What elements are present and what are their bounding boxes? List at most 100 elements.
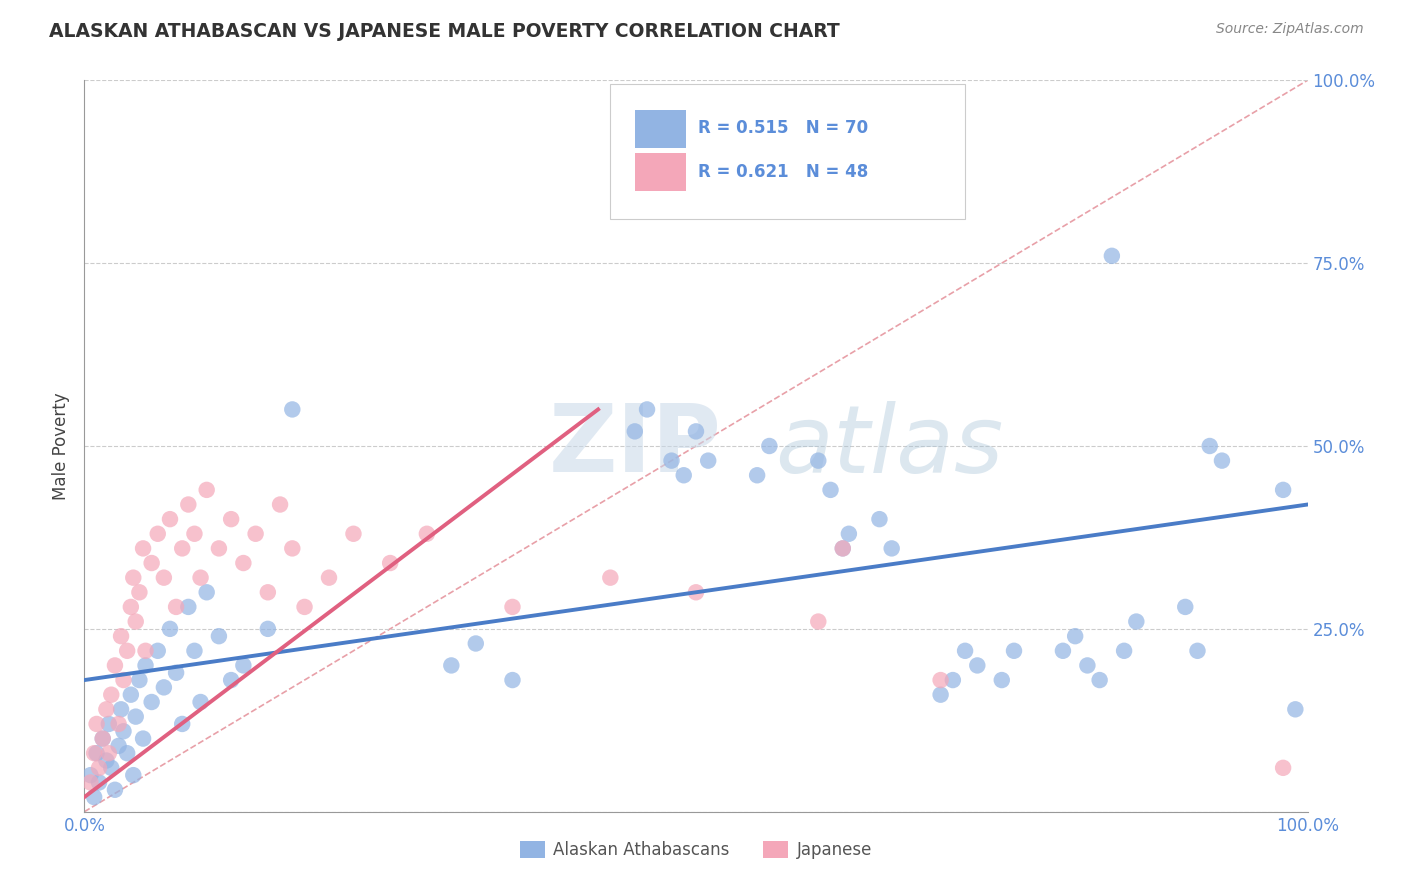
Point <box>831 541 853 556</box>
Point <box>747 468 769 483</box>
Point <box>100 761 122 775</box>
Point <box>599 571 621 585</box>
Point <box>172 541 194 556</box>
Point <box>838 526 860 541</box>
Point <box>672 468 695 483</box>
Point <box>636 402 658 417</box>
Point <box>115 746 138 760</box>
Point <box>1125 615 1147 629</box>
Point <box>165 665 187 680</box>
Point <box>79 775 101 789</box>
Point <box>146 644 169 658</box>
Point <box>87 761 110 775</box>
Point <box>97 746 120 760</box>
FancyBboxPatch shape <box>610 84 965 219</box>
Point <box>208 629 231 643</box>
Point <box>257 622 280 636</box>
Point <box>440 658 463 673</box>
Point <box>991 673 1014 687</box>
Point <box>91 731 114 746</box>
Point <box>128 673 150 687</box>
Y-axis label: Male Poverty: Male Poverty <box>52 392 70 500</box>
Text: ZIP: ZIP <box>550 400 723 492</box>
Point <box>966 658 988 673</box>
Point <box>269 498 291 512</box>
Point <box>125 615 148 629</box>
Point <box>942 673 965 687</box>
Point <box>122 571 145 585</box>
Point <box>820 483 842 497</box>
Point <box>96 702 118 716</box>
Point <box>128 585 150 599</box>
Point <box>115 644 138 658</box>
Point <box>107 717 129 731</box>
Point <box>245 526 267 541</box>
Point <box>1002 644 1025 658</box>
Point <box>153 571 176 585</box>
Point <box>624 425 647 439</box>
Point <box>87 775 110 789</box>
Point <box>110 629 132 643</box>
Point <box>281 402 304 417</box>
Point <box>281 541 304 556</box>
Point <box>153 681 176 695</box>
Point <box>953 644 976 658</box>
Point <box>257 585 280 599</box>
Point <box>135 644 157 658</box>
Point <box>929 688 952 702</box>
Point <box>219 673 242 687</box>
Point <box>464 636 486 650</box>
Point <box>758 439 780 453</box>
FancyBboxPatch shape <box>636 153 686 192</box>
Point <box>132 731 155 746</box>
Point <box>807 453 830 467</box>
Point <box>159 622 181 636</box>
Point <box>190 695 212 709</box>
Point <box>502 673 524 687</box>
Point <box>318 571 340 585</box>
Point <box>107 739 129 753</box>
Point <box>416 526 439 541</box>
Point <box>79 768 101 782</box>
Point <box>177 498 200 512</box>
Point <box>83 790 105 805</box>
Point <box>112 724 135 739</box>
Text: R = 0.515   N = 70: R = 0.515 N = 70 <box>699 119 869 136</box>
Point <box>183 526 205 541</box>
Point <box>195 483 218 497</box>
Point <box>120 599 142 614</box>
Point <box>86 717 108 731</box>
Legend: Alaskan Athabascans, Japanese: Alaskan Athabascans, Japanese <box>513 834 879 865</box>
Point <box>685 585 707 599</box>
Point <box>232 556 254 570</box>
Point <box>1088 673 1111 687</box>
Point <box>1272 483 1295 497</box>
Point <box>807 615 830 629</box>
Point <box>104 782 127 797</box>
Point <box>1198 439 1220 453</box>
Point <box>96 754 118 768</box>
Point <box>502 599 524 614</box>
Point <box>165 599 187 614</box>
Point <box>132 541 155 556</box>
Point <box>929 673 952 687</box>
Point <box>685 425 707 439</box>
Point <box>1187 644 1209 658</box>
Point <box>159 512 181 526</box>
Point <box>342 526 364 541</box>
Point <box>831 541 853 556</box>
Point <box>172 717 194 731</box>
Point <box>1064 629 1087 643</box>
Point <box>112 673 135 687</box>
Point <box>1114 644 1136 658</box>
Point <box>125 709 148 723</box>
Point <box>1174 599 1197 614</box>
Text: R = 0.621   N = 48: R = 0.621 N = 48 <box>699 162 869 181</box>
Point <box>208 541 231 556</box>
Point <box>1284 702 1306 716</box>
Point <box>146 526 169 541</box>
Point <box>141 556 163 570</box>
Point <box>380 556 402 570</box>
Text: ALASKAN ATHABASCAN VS JAPANESE MALE POVERTY CORRELATION CHART: ALASKAN ATHABASCAN VS JAPANESE MALE POVE… <box>49 22 839 41</box>
Point <box>697 453 720 467</box>
